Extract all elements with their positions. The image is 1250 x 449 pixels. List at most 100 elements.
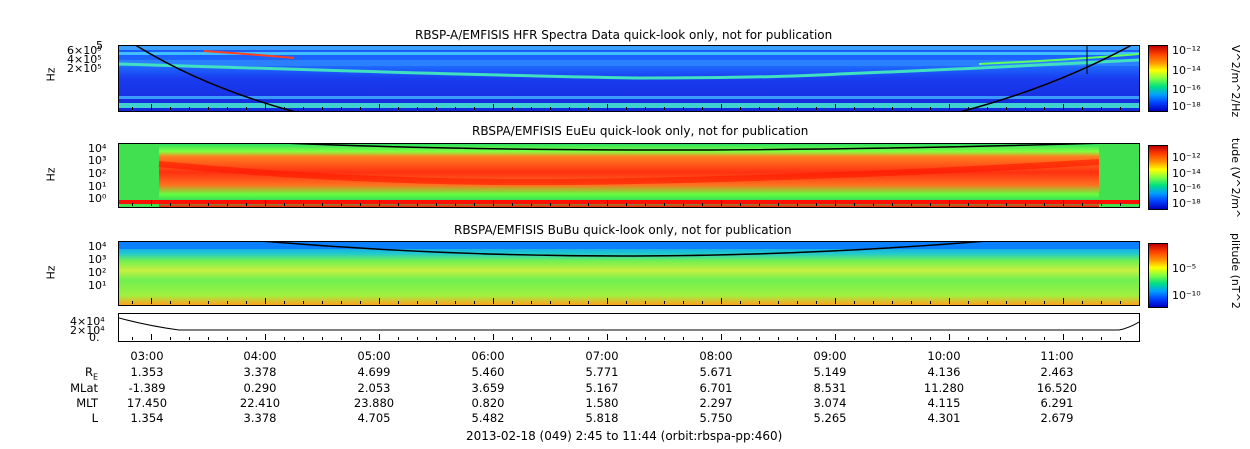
axis-tick — [170, 107, 171, 110]
panel-3-ylabel: Hz — [44, 265, 58, 280]
axis-tick — [740, 301, 741, 304]
ephemeris-value: 4.699 — [357, 365, 391, 379]
axis-tick — [360, 301, 361, 304]
ephemeris-value: 4.705 — [357, 411, 391, 425]
panel-1-ytick-3: 2×10⁵ — [67, 62, 102, 75]
axis-tick — [1101, 337, 1102, 340]
axis-tick — [987, 107, 988, 110]
ephemeris-value: -1.389 — [128, 381, 166, 395]
axis-tick — [588, 107, 589, 110]
hfr-spectrogram — [118, 45, 1140, 112]
axis-tick — [1082, 301, 1083, 304]
axis-tick — [284, 107, 285, 110]
axis-tick — [987, 301, 988, 304]
axis-tick — [854, 301, 855, 304]
axis-tick — [588, 337, 589, 340]
axis-tick — [417, 107, 418, 110]
axis-tick — [1025, 107, 1026, 110]
panel-2-cbar-tick-0: 10⁻¹² — [1172, 151, 1201, 164]
axis-tick — [265, 334, 266, 340]
time-label-6: 09:00 — [813, 349, 847, 363]
axis-tick — [303, 107, 304, 110]
axis-tick — [1120, 301, 1121, 304]
panel-2-ytick-1: 10³ — [88, 154, 107, 167]
axis-tick — [284, 301, 285, 304]
axis-tick — [265, 200, 266, 206]
footer-date-range: 2013-02-18 (049) 2:45 to 11:44 (orbit:rb… — [466, 429, 783, 443]
axis-tick — [968, 107, 969, 110]
axis-tick — [702, 337, 703, 340]
axis-tick — [493, 200, 494, 206]
axis-tick — [1044, 301, 1045, 304]
axis-tick — [550, 107, 551, 110]
axis-tick — [778, 107, 779, 110]
axis-tick — [474, 107, 475, 110]
axis-tick — [1006, 203, 1007, 206]
axis-tick — [265, 104, 266, 110]
axis-tick — [664, 203, 665, 206]
panel-2-cbar-tick-1: 10⁻¹⁴ — [1172, 167, 1201, 180]
axis-tick — [436, 107, 437, 110]
axis-tick — [379, 298, 380, 304]
time-label-3: 06:00 — [471, 349, 505, 363]
axis-tick — [740, 107, 741, 110]
axis-tick — [265, 298, 266, 304]
line-panel — [118, 313, 1140, 342]
axis-tick — [379, 104, 380, 110]
axis-tick — [246, 107, 247, 110]
axis-tick — [740, 203, 741, 206]
bubu-spectrogram — [118, 241, 1140, 306]
axis-tick — [284, 203, 285, 206]
panel-3-ytick-1: 10³ — [88, 253, 107, 266]
axis-tick — [930, 107, 931, 110]
axis-tick — [607, 104, 608, 110]
axis-tick — [949, 334, 950, 340]
panel-2-ytick-4: 10⁰ — [88, 192, 107, 205]
axis-tick — [683, 203, 684, 206]
ephemeris-value: 4.301 — [927, 411, 961, 425]
axis-tick — [968, 337, 969, 340]
axis-tick — [208, 203, 209, 206]
panel-1-cbar-tick-2: 10⁻¹⁶ — [1172, 83, 1201, 96]
axis-tick — [417, 301, 418, 304]
axis-tick — [816, 337, 817, 340]
panel-2-ytick-0: 10⁴ — [88, 142, 107, 155]
axis-tick — [436, 337, 437, 340]
axis-tick — [132, 337, 133, 340]
axis-tick — [911, 301, 912, 304]
axis-tick — [645, 107, 646, 110]
axis-tick — [284, 337, 285, 340]
axis-tick — [1063, 298, 1064, 304]
panel-4-ytick-1: 2×10⁴ — [70, 324, 105, 337]
panel-4-ytick-2: 0. — [89, 331, 100, 344]
axis-tick — [246, 301, 247, 304]
axis-tick — [360, 107, 361, 110]
ephemeris-value: 5.482 — [471, 411, 505, 425]
panel-2-ytick-2: 10² — [88, 167, 107, 180]
ephemeris-value: 2.463 — [1040, 365, 1074, 379]
axis-tick — [683, 337, 684, 340]
ephemeris-value: 0.290 — [243, 381, 277, 395]
axis-tick — [379, 200, 380, 206]
axis-tick — [246, 203, 247, 206]
axis-tick — [721, 200, 722, 206]
eueu-spectrogram — [118, 143, 1140, 208]
axis-tick — [322, 301, 323, 304]
axis-tick — [835, 104, 836, 110]
axis-tick — [341, 337, 342, 340]
axis-tick — [759, 301, 760, 304]
axis-tick — [759, 203, 760, 206]
panel-1-cbar-label: V^2/m^2/Hz — [1229, 45, 1242, 118]
axis-tick — [227, 301, 228, 304]
panel-1-ytick-0: 5 — [96, 39, 103, 52]
panel-1-ytick-2: 4×10⁵ — [67, 53, 102, 66]
ephemeris-value: 3.378 — [243, 365, 277, 379]
axis-tick — [303, 203, 304, 206]
axis-tick — [531, 301, 532, 304]
axis-tick — [702, 107, 703, 110]
axis-tick — [436, 301, 437, 304]
axis-tick — [246, 337, 247, 340]
axis-tick — [512, 301, 513, 304]
ephemeris-value: 0.820 — [471, 396, 505, 410]
panel-1-title: RBSP-A/EMFISIS HFR Spectra Data quick-lo… — [415, 28, 833, 42]
